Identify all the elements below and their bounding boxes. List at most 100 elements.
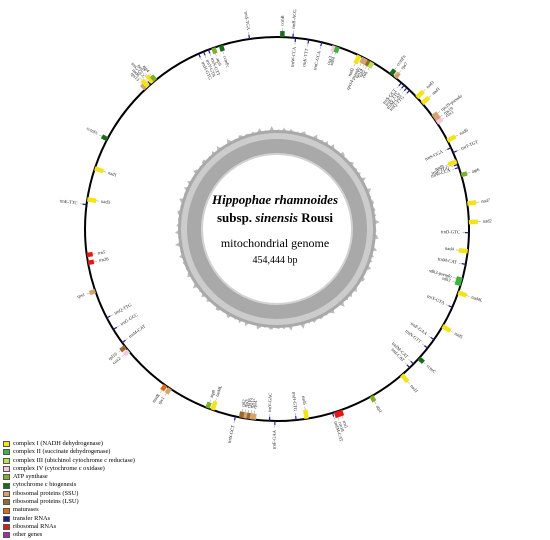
legend-swatch: [3, 532, 10, 538]
gene-block: [424, 346, 427, 348]
gene-leader-line: [457, 150, 460, 151]
gene-block: [251, 413, 252, 419]
gene-leader-line: [200, 57, 201, 60]
gene-leader-line: [440, 115, 442, 117]
gene-label: trnD-GTC: [441, 229, 460, 234]
legend-label: complex I (NADH dehydrogenase): [13, 440, 103, 448]
gene-block: [417, 91, 424, 97]
gene-block: [121, 347, 126, 351]
gene-block: [458, 293, 466, 296]
legend-swatch: [3, 499, 10, 505]
gene-leader-line: [446, 304, 449, 305]
genome-type: mitochondrial genome: [0, 236, 550, 251]
genome-length: 454,444 bp: [0, 255, 550, 266]
gene-block: [456, 278, 462, 280]
gene-leader-line: [342, 416, 343, 419]
gene-leader-line: [422, 344, 424, 346]
legend-item: maturases: [3, 506, 135, 514]
gene-label: trnH-GTG: [291, 391, 298, 411]
gene-label: nad4L: [471, 294, 484, 303]
gene-leader-line: [452, 169, 455, 170]
gene-leader-line: [234, 420, 235, 423]
gene-block: [212, 401, 215, 409]
subspecies-line: subsp. sinensis Rousi: [0, 210, 550, 226]
legend-label: maturases: [13, 506, 39, 514]
gene-leader-line: [408, 382, 410, 384]
gene-block: [204, 52, 206, 56]
gene-block: [213, 48, 215, 54]
gene-leader-line: [360, 63, 361, 66]
gene-label: nad6: [459, 127, 470, 136]
gene-block: [95, 168, 104, 171]
gene-label: rps1: [76, 292, 86, 300]
gene-leader-line: [242, 409, 243, 412]
gene-leader-line: [451, 166, 454, 167]
gene-label: trnS-GCT: [227, 424, 236, 443]
gene-block: [453, 151, 457, 153]
gene-leader-line: [215, 399, 216, 402]
gene-block: [449, 306, 453, 308]
gene-leader-line: [110, 315, 113, 316]
gene-label: ccmFc: [222, 55, 230, 68]
gene-block: [395, 73, 399, 78]
gene-block: [107, 316, 111, 318]
legend-label: complex III (ubichinol cytochrome c redu…: [13, 457, 135, 465]
legend-item: complex I (NADH dehydrogenase): [3, 440, 135, 448]
gene-label: trnS-TGA: [243, 11, 251, 31]
gene-label: trnF-GAA: [272, 429, 277, 449]
gene-block: [448, 161, 456, 164]
gene-label: nad3: [425, 79, 435, 89]
gene-leader-line: [205, 55, 206, 58]
gene-block: [402, 85, 405, 88]
gene-leader-line: [445, 149, 448, 150]
gene-label: ccmFc: [86, 126, 99, 136]
legend-label: ribosomal RNAs: [13, 523, 56, 531]
gene-block: [402, 375, 408, 382]
gene-leader-line: [405, 93, 407, 95]
gene-block: [407, 365, 410, 368]
species-name: Hippophae rhamnoides: [0, 192, 550, 208]
legend-item: ribosomal proteins (SSU): [3, 490, 135, 498]
gene-block: [207, 402, 209, 408]
gene-block: [407, 90, 410, 93]
gene-label: trnS-GGA: [424, 149, 444, 162]
gene-block: [336, 412, 338, 418]
gene-leader-line: [210, 53, 211, 56]
gene-label: trnQ-TTG: [113, 302, 133, 315]
gene-block: [422, 97, 429, 103]
legend-label: ribosomal proteins (LSU): [13, 498, 79, 506]
gene-leader-line: [428, 336, 430, 338]
gene-leader-line: [210, 400, 211, 403]
gene-label: ccmB: [280, 15, 285, 26]
gene-block: [391, 70, 395, 75]
gene-leader-line: [423, 89, 425, 91]
gene-label: trnY-GTA: [426, 293, 446, 305]
gc-content-center: [202, 154, 352, 304]
gene-block: [102, 136, 107, 139]
gene-leader-line: [455, 135, 458, 136]
gene-leader-line: [118, 351, 120, 353]
gene-leader-line: [320, 46, 321, 49]
gene-block: [122, 340, 125, 342]
legend-item: complex III (ubichinol cytochrome c redu…: [3, 457, 135, 465]
gene-block: [369, 62, 372, 67]
gene-block: [340, 410, 342, 416]
gene-leader-line: [87, 293, 90, 294]
subspecies-prefix: subsp.: [217, 210, 252, 225]
gene-label: nad5: [301, 396, 307, 406]
legend-item: complex IV (cytochrome c oxidase): [3, 465, 135, 473]
author-name: Rousi: [301, 210, 333, 225]
legend-swatch: [3, 441, 10, 447]
legend-swatch: [3, 449, 10, 455]
gene-label: trnW-CCA: [290, 46, 297, 67]
legend-item: ribosomal RNAs: [3, 523, 135, 531]
gene-block: [247, 413, 248, 419]
gene-block: [199, 54, 201, 58]
gene-block: [244, 412, 245, 418]
gene-block: [455, 282, 461, 284]
gene-leader-line: [215, 53, 216, 56]
gene-leader-line: [245, 409, 246, 412]
gene-leader-line: [140, 82, 142, 84]
gene-leader-line: [467, 173, 470, 174]
gene-leader-line: [429, 95, 431, 97]
